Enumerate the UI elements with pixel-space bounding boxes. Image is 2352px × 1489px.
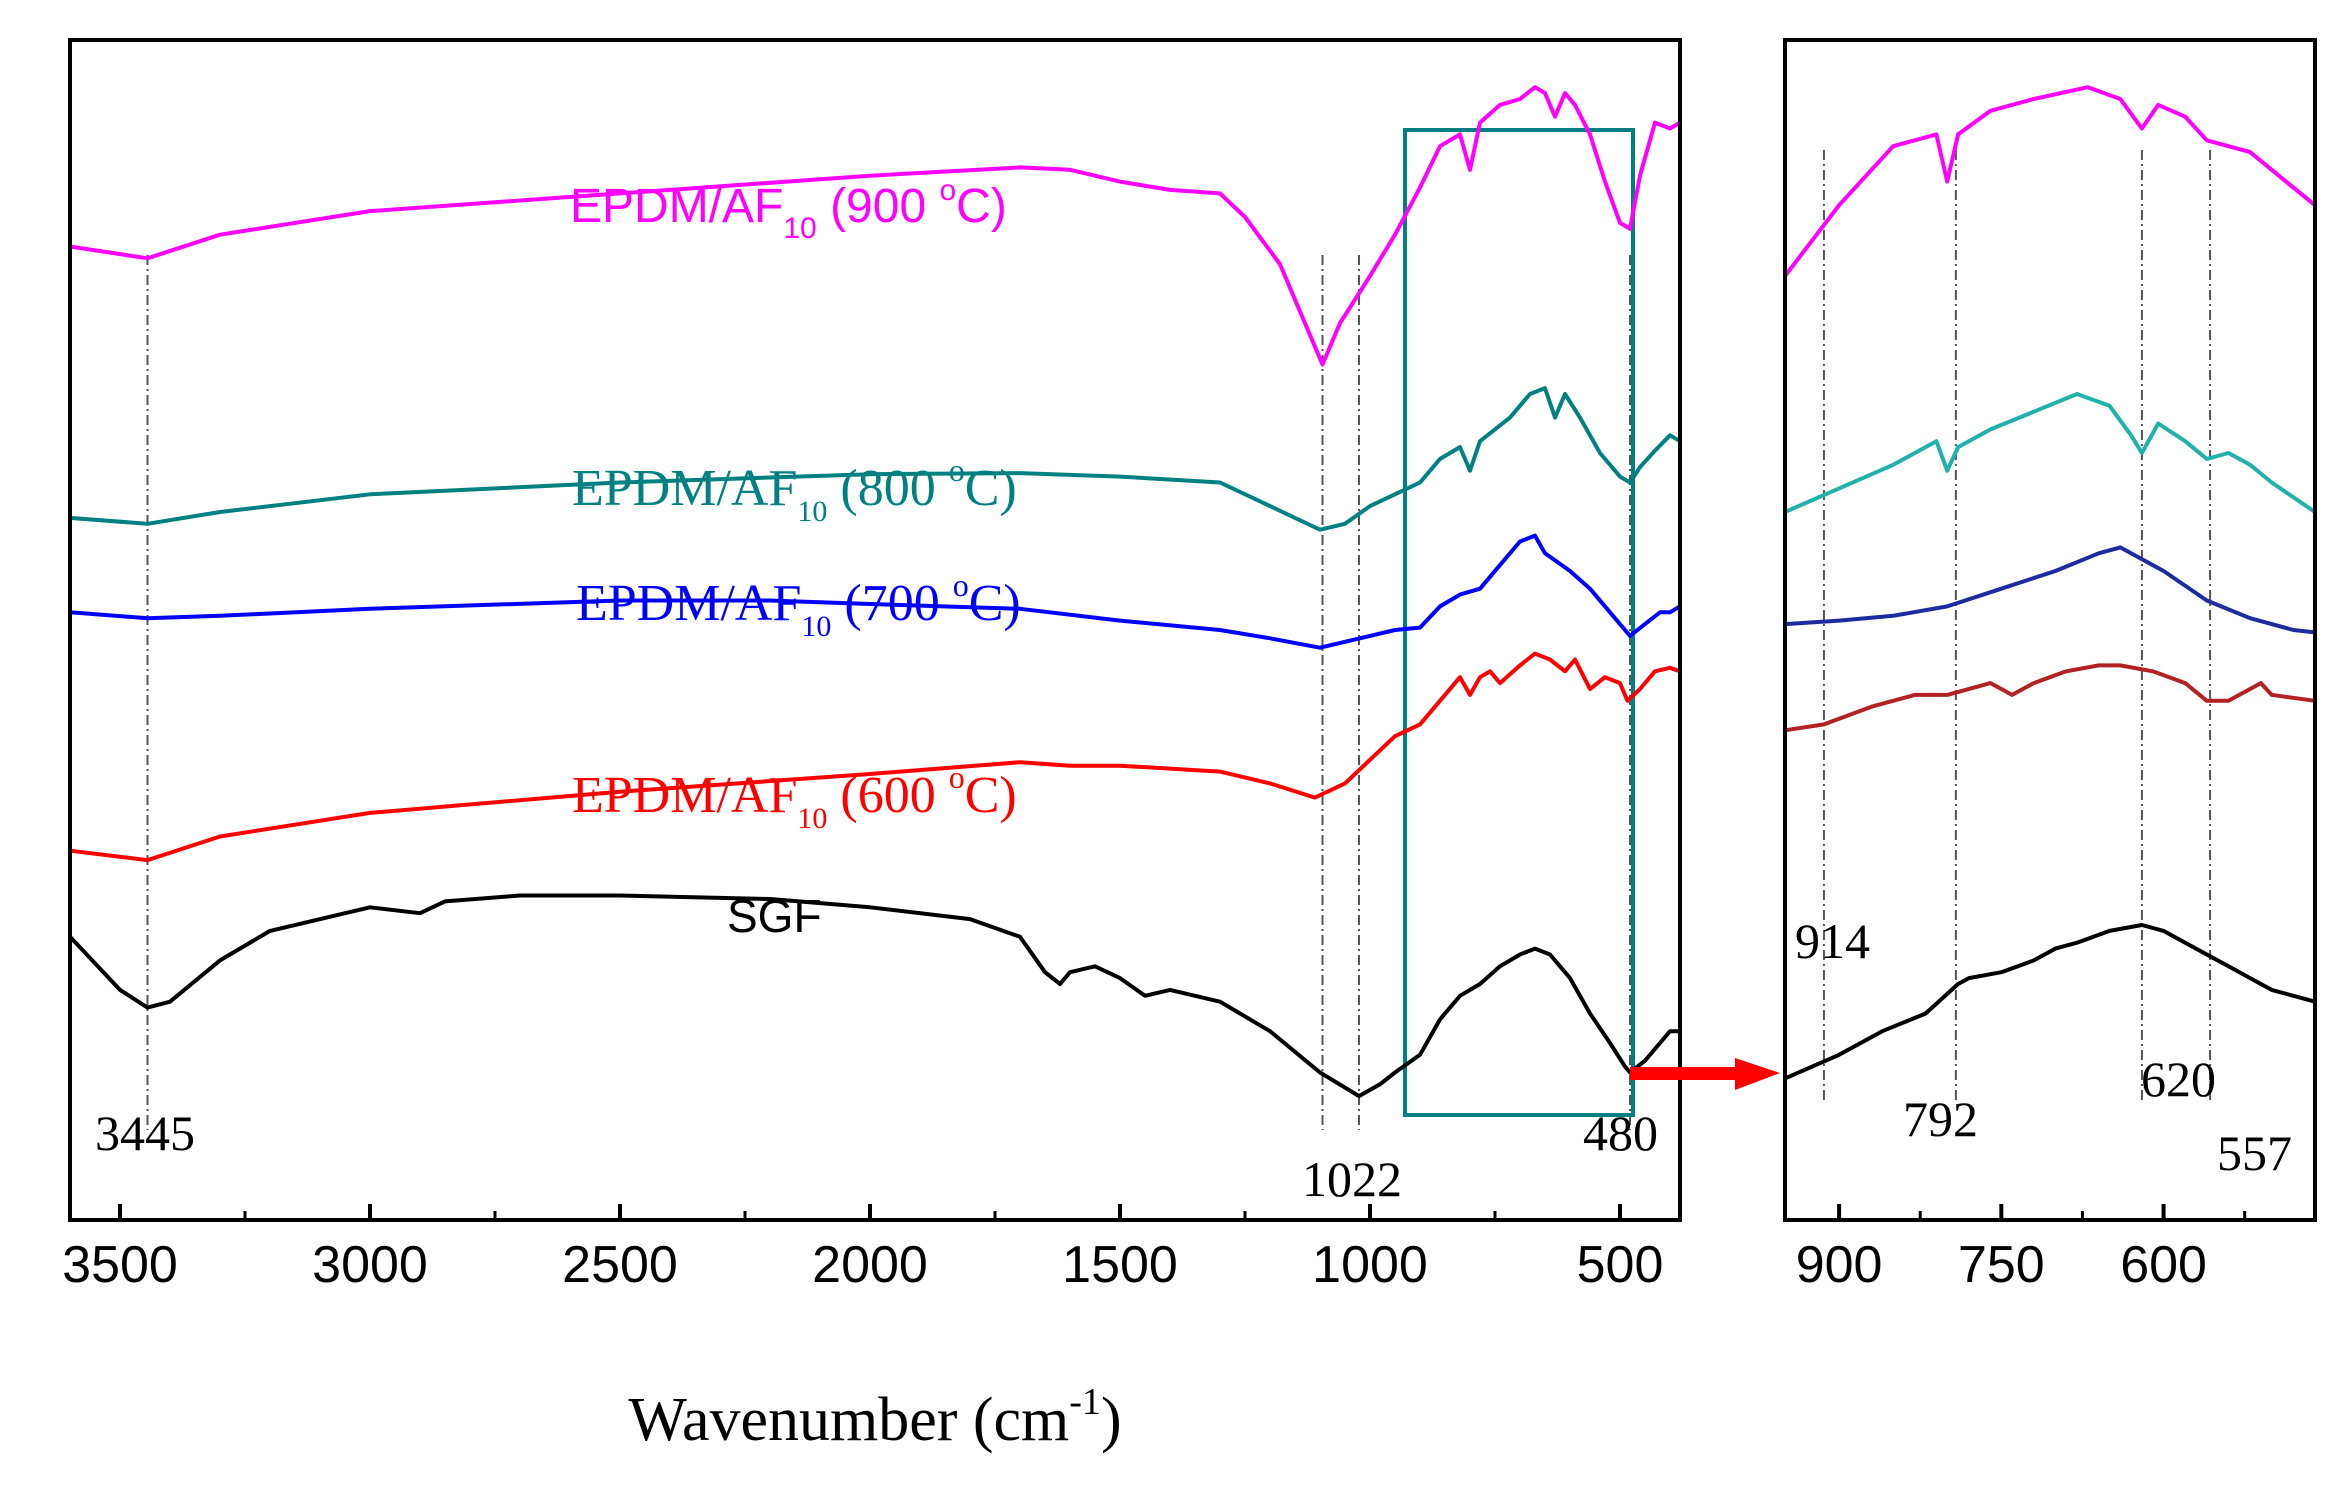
- x-tick-label-750: 750: [1958, 1236, 2045, 1294]
- main-reference-lines: [146, 255, 1631, 1130]
- x-tick-label-500: 500: [1577, 1236, 1664, 1294]
- x-tick-label-3500: 3500: [62, 1236, 178, 1294]
- zoom-arrow: [1630, 1058, 1780, 1090]
- annotation-557: 557: [2217, 1125, 2292, 1181]
- highlight-box: [1403, 128, 1635, 1117]
- inset-series-line-s800: [1784, 392, 2317, 514]
- inset-series-line-s700: [1784, 545, 2316, 635]
- label-s800: EPDM/AF10 (800 oC): [572, 452, 1017, 528]
- annotation-480: 480: [1583, 1105, 1658, 1161]
- main-series-line-s600: [69, 651, 1681, 863]
- main-x-ticks: 3500 3000 2500 2000 1500 1000 500: [62, 1204, 1663, 1294]
- inset-panel: 900 750 600 914 792 620 557: [1783, 38, 2317, 1294]
- main-plot-frame: [68, 38, 1682, 1222]
- annotation-3445: 3445: [95, 1105, 195, 1161]
- main-series-line-s700: [69, 533, 1682, 650]
- inset-series-line-sgf: [1784, 923, 2316, 1081]
- label-sgf: SGF: [727, 890, 822, 942]
- inset-x-ticks: 900 750 600: [1796, 1204, 2247, 1294]
- annotation-620: 620: [2141, 1051, 2216, 1107]
- inset-series-line-s600: [1784, 663, 2316, 733]
- x-axis-label: Wavenumber (cm-1): [628, 1381, 1121, 1454]
- x-tick-label-2500: 2500: [562, 1236, 678, 1294]
- inset-series-group: [1783, 85, 2317, 1081]
- main-series-line-s900: [69, 85, 1682, 367]
- annotation-1022: 1022: [1302, 1151, 1402, 1207]
- x-tick-label-1000: 1000: [1312, 1236, 1428, 1294]
- inset-plot-frame: [1783, 38, 2317, 1222]
- x-tick-label-3000: 3000: [312, 1236, 428, 1294]
- label-s600: EPDM/AF10 (600 oC): [572, 759, 1017, 835]
- main-series-group: [68, 85, 1682, 1099]
- main-panel: 3500 3000 2500 2000 1500 1000 500 EPDM/AF10 (9…: [62, 38, 1682, 1454]
- annotation-792: 792: [1903, 1091, 1978, 1147]
- x-tick-label-2000: 2000: [812, 1236, 928, 1294]
- inset-reference-lines: [1822, 150, 2212, 1100]
- annotation-914: 914: [1795, 913, 1870, 969]
- label-s700: EPDM/AF10 (700 oC): [576, 567, 1021, 643]
- x-tick-label-1500: 1500: [1062, 1236, 1178, 1294]
- main-series-line-sgf: [68, 893, 1680, 1099]
- main-series-line-s800: [69, 386, 1682, 532]
- x-tick-label-600: 600: [2120, 1236, 2207, 1294]
- x-tick-label-900: 900: [1796, 1236, 1883, 1294]
- inset-series-line-s900: [1783, 85, 2317, 278]
- label-s900: EPDM/AF10 (900 oC): [570, 174, 1007, 245]
